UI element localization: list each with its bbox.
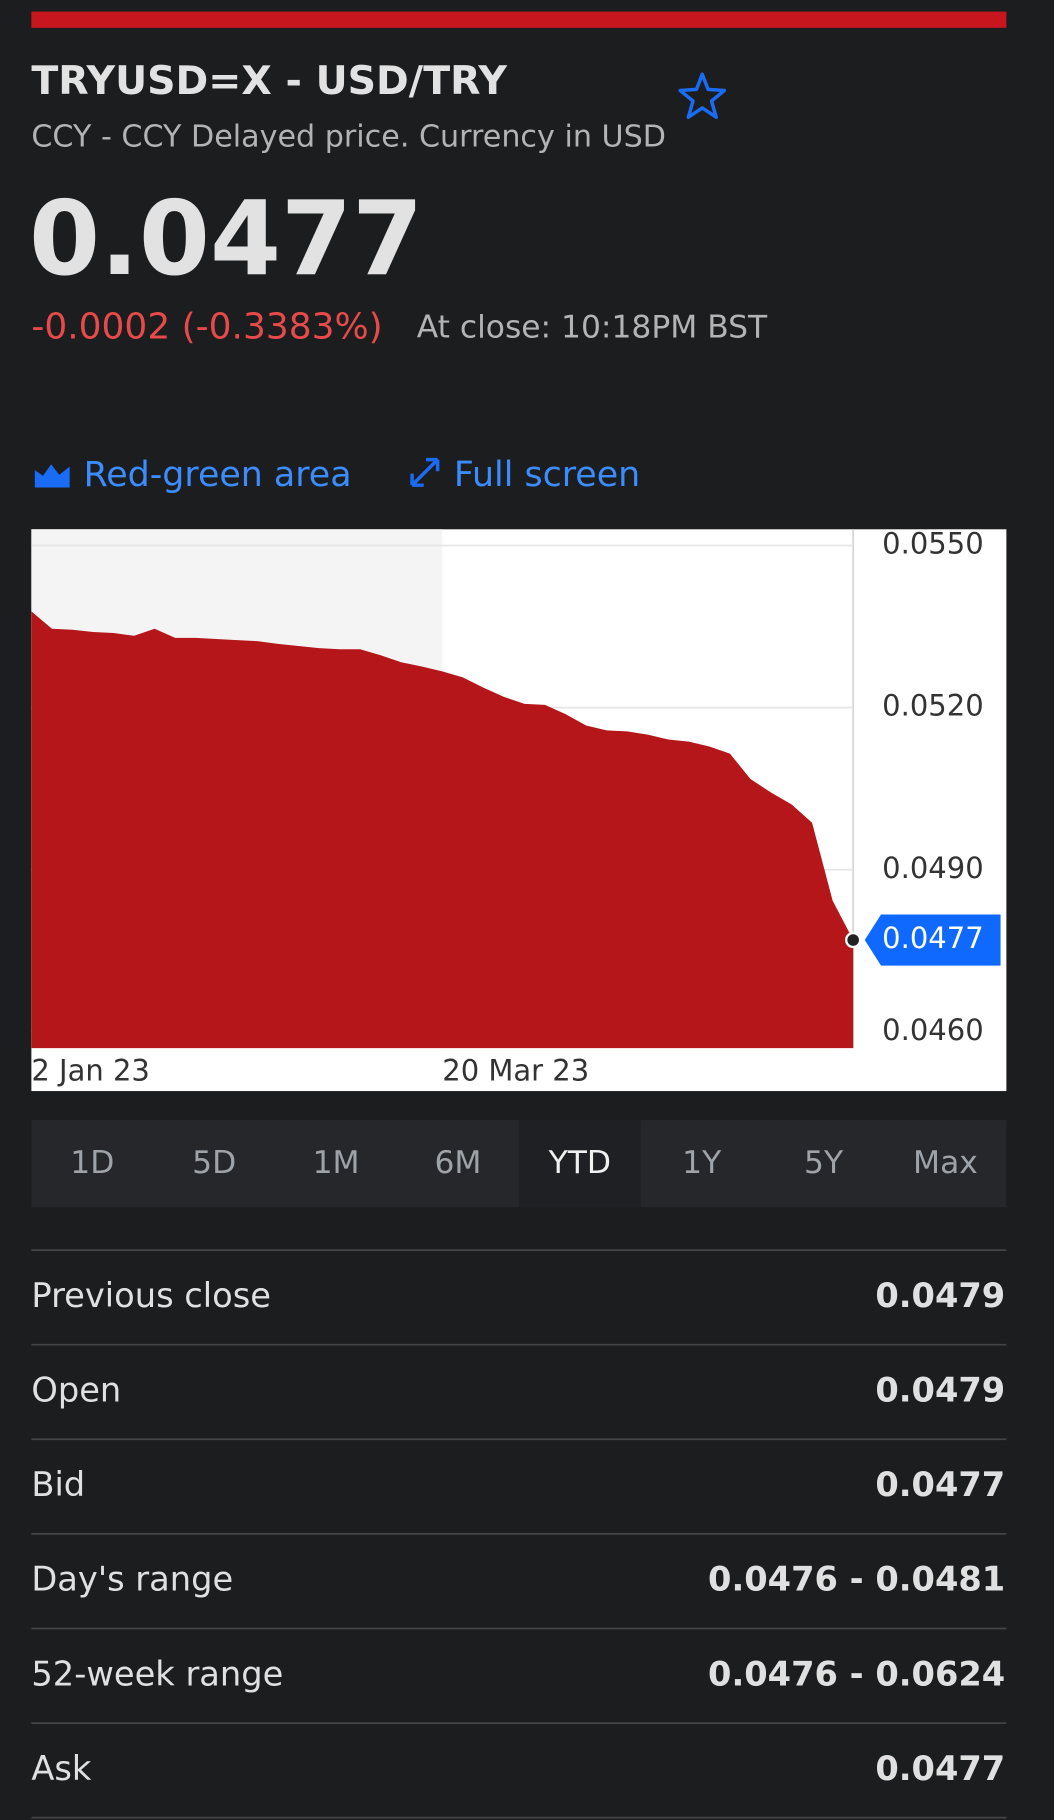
y-tick-label: 0.0550 [882,526,983,560]
period-button[interactable]: YTD [548,1145,611,1181]
period-button[interactable]: 1Y [682,1145,722,1181]
stat-label: Bid [31,1465,85,1504]
stat-label: Previous close [31,1276,271,1315]
area [31,611,854,1049]
periods: 1D 5D 1M 6M YTD 1Y 5Y Max [70,1120,978,1208]
price-change: -0.0002 (-0.3383%) [31,306,382,347]
stat-value: 0.0479 [875,1276,1005,1315]
stat-label: Ask [31,1749,92,1788]
price: 0.0477 [29,180,423,299]
chart-option[interactable]: Full screen [454,455,640,495]
fullscreen-icon [410,457,440,487]
watchlist-star[interactable] [678,72,727,119]
stat-value: 0.0476 - 0.0481 [708,1560,1005,1599]
last-point [845,931,862,949]
title: TRYUSD=X - USD/TRY [31,58,507,104]
period-button[interactable]: 1M [313,1145,360,1181]
y-tick-label: 0.0520 [882,689,983,723]
stat-value: 0.0477 [875,1465,1005,1504]
x-tick-label: 20 Mar 23 [442,1054,589,1088]
y-tick-label: 0.0490 [882,851,983,885]
area-icon [34,464,70,488]
stat-label: 52-week range [31,1654,283,1693]
price-tag-label: 0.0477 [882,921,983,955]
chart-option[interactable]: Red-green area [84,455,352,495]
y-tick-label: 0.0460 [882,1013,983,1047]
top-bar [31,11,1007,28]
stat-value: 0.0477 [875,1749,1005,1788]
stat-label: Day's range [31,1560,233,1599]
stats: Previous close 0.0479 Open 0.0479 Bid 0.0477 D… [31,1249,1007,1819]
stat-label: Open [31,1370,121,1409]
subtitle: CCY - CCY Delayed price. Currency in USD [31,120,666,155]
period-button[interactable]: 5D [192,1145,236,1181]
period-button[interactable]: 5Y [804,1145,844,1181]
period-button[interactable]: Max [913,1145,978,1181]
period-button[interactable]: 1D [70,1145,114,1181]
period-selected [518,1120,641,1208]
x-tick-label: 2 Jan 23 [31,1054,149,1088]
stat-value: 0.0476 - 0.0624 [708,1654,1005,1693]
stat-value: 0.0479 [875,1370,1005,1409]
period-button[interactable]: 6M [434,1145,481,1181]
price-tag [864,914,1001,966]
chart: 0.0550 0.0520 0.0490 0.0460 2 Jan 23 20 Mar 2… [31,526,1001,1088]
close-time: At close: 10:18PM BST [417,309,768,345]
